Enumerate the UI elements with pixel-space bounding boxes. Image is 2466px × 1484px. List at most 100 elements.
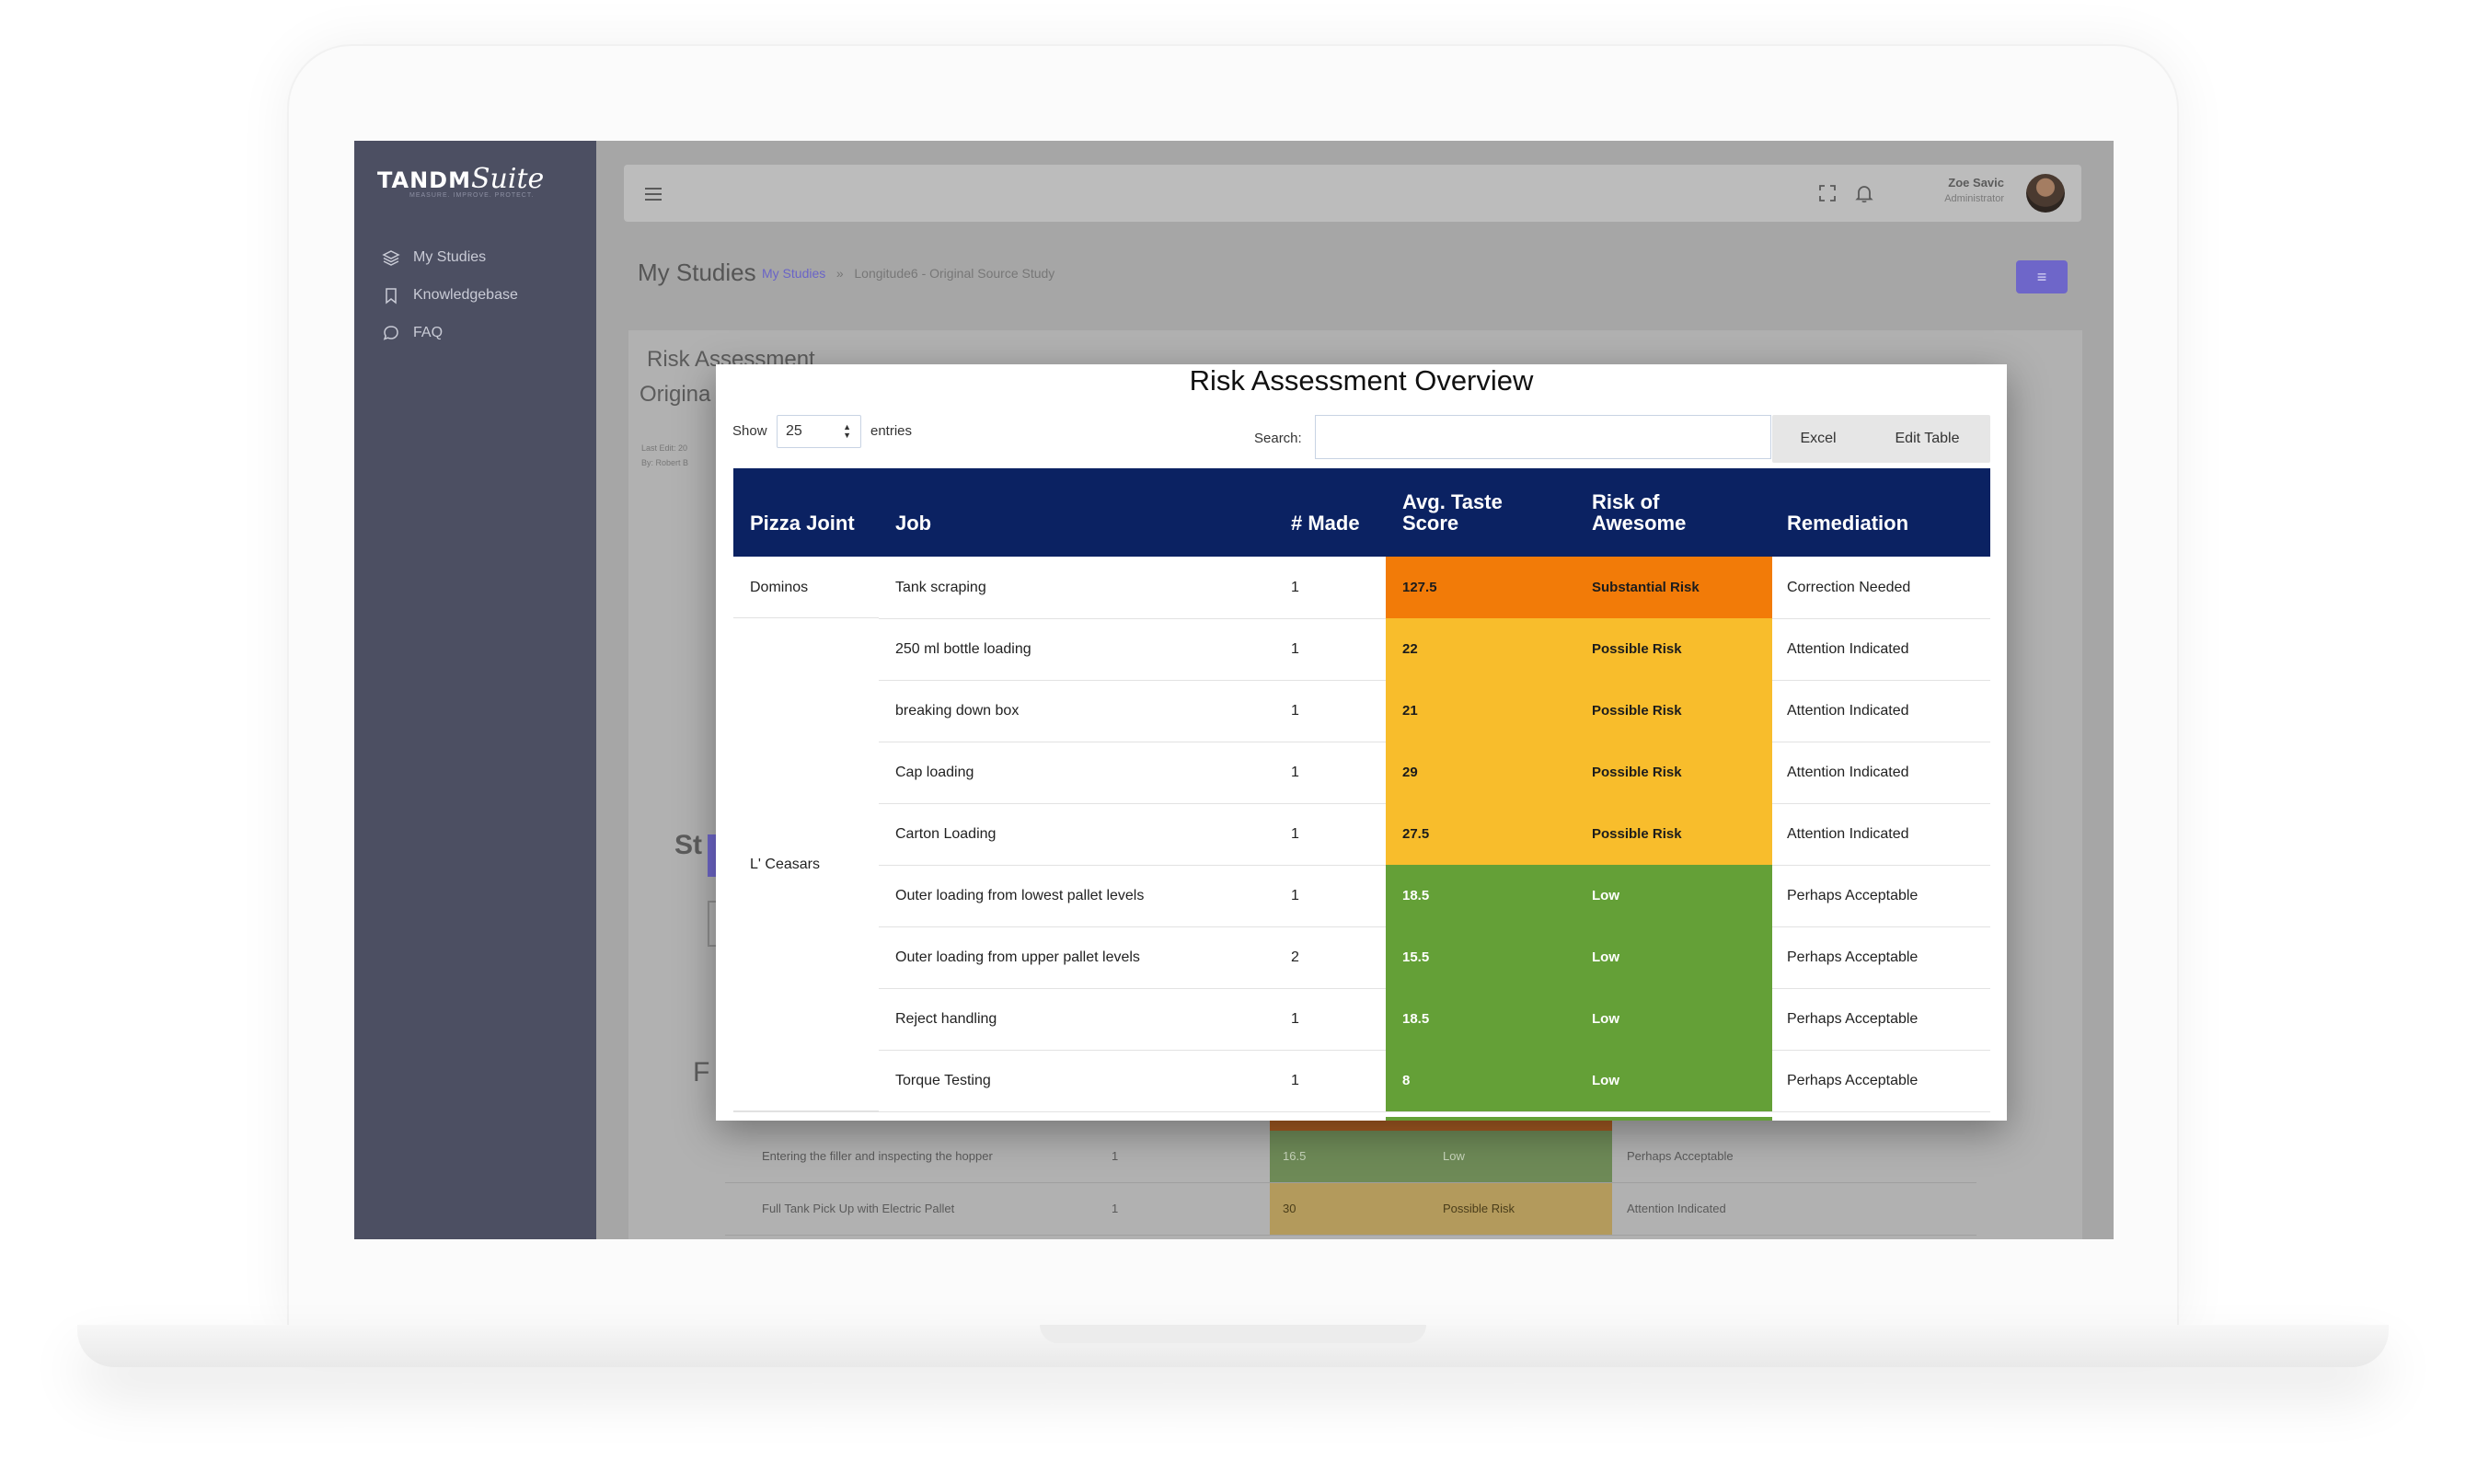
bell-icon[interactable] (1853, 182, 1875, 204)
table-row: Cap loading 1 29 Possible Risk Attention Ind… (733, 742, 1990, 804)
length-label: Show (732, 423, 767, 439)
card-meta-edit: Last Edit: 20 (641, 443, 688, 453)
bookmark-icon (386, 287, 397, 305)
score-band (1270, 1131, 1612, 1182)
table-row: Entering the filler and inspecting the h… (725, 1131, 1976, 1183)
section-heading-partial-2: F (693, 1057, 710, 1087)
risk-band (1386, 803, 1772, 865)
score-band (1270, 1183, 1612, 1235)
risk-cell: Possible Risk (1592, 765, 1682, 780)
made-cell: 1 (1112, 1149, 1119, 1163)
remediation-cell: Perhaps Acceptable (1787, 888, 1919, 903)
job-cell: Torque Testing (895, 1073, 991, 1088)
column-header-pizza-joint[interactable]: Pizza Joint (750, 512, 855, 535)
background-input-edge[interactable] (708, 901, 722, 947)
user-name[interactable]: Zoe Savic (1948, 176, 2004, 190)
column-header-job[interactable]: Job (895, 512, 932, 535)
made-cell: 1 (1291, 1073, 1299, 1088)
risk-cell: Possible Risk (1592, 641, 1682, 657)
pizza-joint-cell: L' Ceasars (733, 618, 879, 1111)
table-row: Reject handling 1 18.5 Low Perhaps Acceptabl… (733, 988, 1990, 1051)
remediation-cell: Perhaps Acceptable (1627, 1149, 1734, 1163)
table-row: Torque Testing 1 8 Low Perhaps Acceptable (733, 1050, 1990, 1112)
layers-icon (382, 249, 400, 266)
card-meta-author: By: Robert B (641, 458, 689, 467)
sidebar-item-knowledgebase[interactable]: Knowledgebase (354, 276, 596, 314)
score-cell: 21 (1402, 703, 1418, 719)
search-label: Search: (1254, 431, 1302, 446)
column-header-remediation[interactable]: Remediation (1787, 512, 1909, 535)
made-cell: 1 (1112, 1202, 1119, 1215)
job-cell: Carton Loading (895, 826, 997, 842)
app-screen: TANDMSuite MEASURE. IMPROVE. PROTECT. My… (354, 141, 2114, 1239)
breadcrumb-separator: » (835, 266, 844, 281)
select-arrows-icon: ▲ ▼ (843, 422, 851, 440)
sidebar-item-label: FAQ (413, 324, 444, 340)
user-role: Administrator (1944, 193, 2004, 204)
job-cell: Entering the filler and inspecting the h… (762, 1149, 993, 1163)
sidebar-item-label: My Studies (413, 248, 487, 265)
laptop-notch (1040, 1325, 1426, 1343)
search-input[interactable] (1315, 415, 1771, 459)
risk-band (1386, 680, 1772, 742)
hamburger-menu-icon[interactable] (642, 183, 664, 205)
remediation-cell: Attention Indicated (1787, 826, 1909, 842)
sidebar-item-faq[interactable]: FAQ (354, 314, 596, 351)
card-subtitle: Origina (640, 382, 711, 407)
table-button-group: Excel Edit Table (1772, 415, 1990, 463)
next-row-band (1386, 1117, 1772, 1121)
risk-cell: Low (1592, 888, 1619, 903)
excel-button[interactable]: Excel (1800, 431, 1837, 446)
table-row: breaking down box 1 21 Possible Risk Attenti… (733, 680, 1990, 742)
remediation-cell: Perhaps Acceptable (1787, 949, 1919, 965)
column-header-made[interactable]: # Made (1291, 512, 1360, 535)
brand-logo[interactable]: TANDMSuite (377, 163, 544, 195)
remediation-cell: Attention Indicated (1787, 641, 1909, 657)
score-cell: 8 (1402, 1073, 1411, 1088)
entries-select[interactable]: 25 ▲ ▼ (777, 415, 861, 448)
edit-table-button[interactable]: Edit Table (1895, 431, 1960, 446)
risk-band (1386, 988, 1772, 1050)
risk-cell: Low (1443, 1149, 1465, 1163)
page-title: My Studies (638, 259, 756, 286)
section-heading-partial: St (674, 830, 702, 860)
modal-title: Risk Assessment Overview (1189, 364, 1534, 397)
risk-cell: Low (1592, 1073, 1619, 1088)
score-cell: 30 (1283, 1202, 1296, 1215)
table-row: Outer loading from lowest pallet levels 1… (733, 865, 1990, 927)
risk-cell: Low (1592, 949, 1619, 965)
made-cell: 2 (1291, 949, 1299, 965)
made-cell: 1 (1291, 1011, 1299, 1027)
remediation-cell: Attention Indicated (1787, 703, 1909, 719)
card-meta: Last Edit: 20 By: Robert B (641, 441, 688, 470)
risk-cell: Possible Risk (1592, 826, 1682, 842)
risk-cell: Possible Risk (1592, 703, 1682, 719)
sidebar: TANDMSuite MEASURE. IMPROVE. PROTECT. My… (354, 141, 596, 1239)
column-header-taste-score[interactable]: Avg. Taste Score (1402, 490, 1503, 535)
background-table: Entering the filler and inspecting the h… (725, 1131, 1976, 1236)
remediation-cell: Attention Indicated (1627, 1202, 1726, 1215)
sidebar-item-my-studies[interactable]: My Studies (354, 238, 596, 276)
score-cell: 22 (1402, 641, 1418, 657)
score-cell: 29 (1402, 765, 1418, 780)
made-cell: 1 (1291, 765, 1299, 780)
risk-band (1386, 865, 1772, 926)
avatar[interactable] (2026, 174, 2065, 213)
pizza-joint-cell: Dominos (733, 557, 879, 618)
fullscreen-icon[interactable] (1816, 182, 1838, 204)
made-cell: 1 (1291, 580, 1299, 595)
brand-script: Suite (470, 163, 545, 195)
risk-table: Pizza Joint Job # Made Avg. Taste Score … (733, 468, 1990, 1121)
score-cell: 16.5 (1283, 1149, 1307, 1163)
score-cell: 127.5 (1402, 580, 1437, 595)
score-cell: 18.5 (1402, 888, 1430, 903)
page-menu-button[interactable]: ≡ (2016, 260, 2068, 293)
job-cell: Outer loading from lowest pallet levels (895, 888, 1145, 903)
sidebar-item-label: Knowledgebase (413, 286, 518, 303)
remediation-cell: Attention Indicated (1787, 765, 1909, 780)
breadcrumb-link-my-studies[interactable]: My Studies (762, 266, 826, 281)
made-cell: 1 (1291, 703, 1299, 719)
job-cell: Outer loading from upper pallet levels (895, 949, 1140, 965)
entries-select-value: 25 (786, 423, 802, 439)
column-header-risk[interactable]: Risk of Awesome (1592, 490, 1687, 535)
